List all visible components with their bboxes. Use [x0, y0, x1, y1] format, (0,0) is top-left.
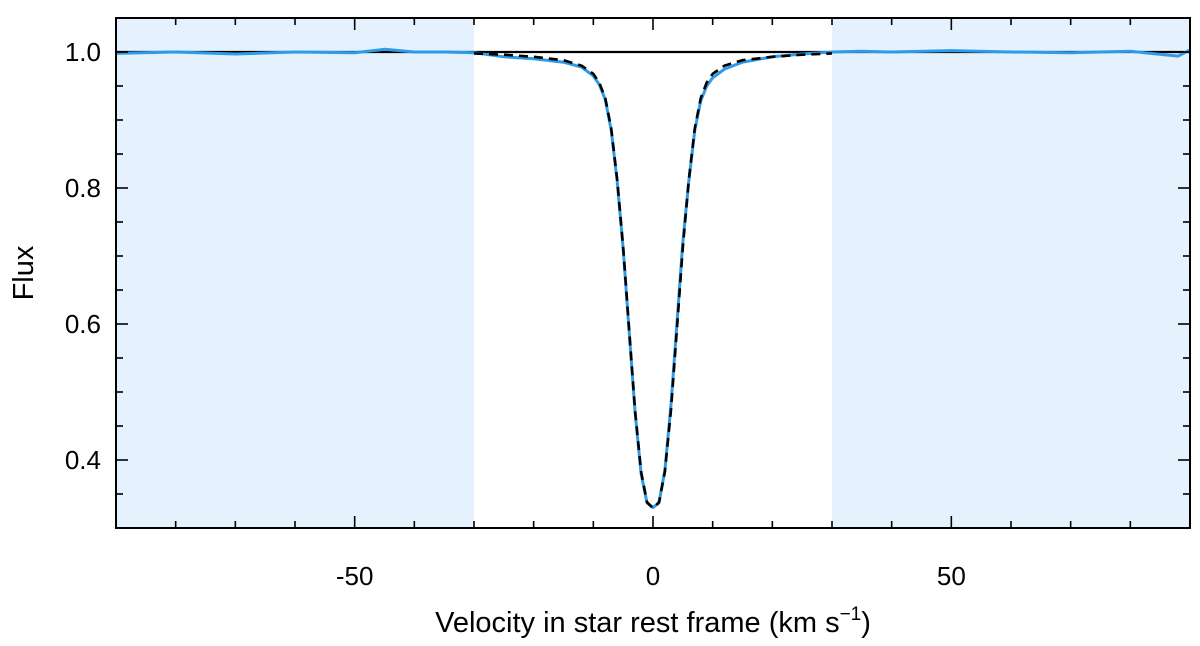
model-profile-line — [473, 52, 833, 510]
y-tick-label: 0.4 — [65, 445, 101, 475]
tick-layer — [115, 17, 1191, 529]
x-tick-label: 0 — [646, 561, 660, 591]
y-tick-label: 0.6 — [65, 309, 101, 339]
y-axis-title: Flux — [8, 245, 40, 300]
y-tick-label: 1.0 — [65, 37, 101, 67]
plot-series-layer — [115, 47, 1191, 510]
shaded-region-1 — [116, 18, 474, 528]
plot-background-layer — [116, 18, 1190, 528]
x-axis-title-exponent: −1 — [840, 604, 862, 625]
x-axis-title: Velocity in star rest frame (km s−1) — [435, 604, 871, 639]
x-tick-label: -50 — [336, 561, 374, 591]
x-axis-title-main: Velocity in star rest frame (km s — [435, 607, 840, 639]
observed-spectrum-line — [115, 47, 1191, 510]
y-tick-label: 0.8 — [65, 173, 101, 203]
shaded-region-2 — [832, 18, 1190, 528]
tick-label-layer: -50 0 50 0.4 0.6 0.8 1.0 — [65, 37, 966, 591]
x-tick-label: 50 — [937, 561, 966, 591]
x-axis-title-close: ) — [861, 607, 871, 639]
